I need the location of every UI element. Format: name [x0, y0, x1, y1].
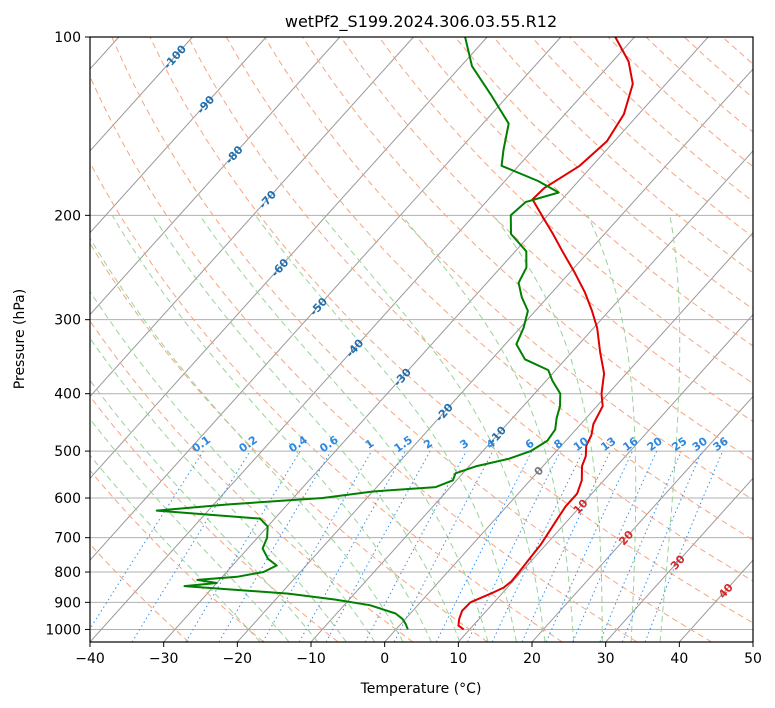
chart-title: wetPf2_S199.2024.306.03.55.R12 — [285, 12, 557, 32]
isotherm-line — [90, 37, 341, 316]
x-tick-label: 30 — [597, 651, 615, 667]
x-tick-label: 20 — [523, 651, 541, 667]
mixing-ratio-line — [218, 450, 332, 642]
y-tick-label: 800 — [54, 565, 81, 581]
y-tick-label: 1000 — [45, 622, 81, 638]
moist-adiabat — [321, 214, 546, 642]
y-tick-label: 900 — [54, 595, 81, 611]
dry-adiabat — [149, 37, 753, 624]
y-tick-label: 700 — [54, 531, 81, 547]
isotherm-line — [90, 37, 267, 234]
moist-adiabat — [90, 290, 376, 642]
x-tick-label: −30 — [149, 651, 179, 667]
isotherm-line — [457, 313, 753, 642]
dry-adiabat — [416, 37, 753, 347]
y-tick-label: 300 — [54, 313, 81, 329]
x-tick-label: −20 — [223, 651, 253, 667]
mixing-ratio-line — [521, 450, 611, 642]
isotherm-line — [90, 37, 414, 398]
isotherm-line — [310, 150, 753, 642]
moist-adiabat — [199, 215, 489, 642]
mixing-ratio-line — [185, 450, 301, 642]
mixing-ratio-line — [325, 450, 431, 642]
moist-adiabat — [90, 454, 261, 642]
x-tick-label: −40 — [75, 651, 105, 667]
isotherm-line — [90, 37, 635, 642]
mixing-ratio-line — [131, 450, 251, 642]
x-axis-label: Temperature (°C) — [360, 681, 482, 697]
y-tick-label: 100 — [54, 30, 81, 46]
dry-adiabat — [90, 469, 264, 642]
isotherm-line — [236, 68, 753, 642]
dewpoint-profile — [155, 37, 562, 630]
mixing-ratio-line — [467, 450, 561, 642]
moist-adiabat — [659, 215, 681, 642]
moist-adiabat — [152, 215, 461, 642]
moist-adiabat — [254, 215, 517, 642]
y-tick-label: 400 — [54, 387, 81, 403]
dry-adiabat — [111, 37, 712, 642]
x-tick-label: 10 — [449, 651, 467, 667]
moist-adiabat — [493, 215, 603, 642]
isotherm-line — [163, 37, 709, 642]
x-tick-label: 50 — [744, 651, 762, 667]
isotherm-line — [90, 37, 193, 152]
dry-adiabat — [90, 543, 190, 642]
dry-adiabat — [454, 37, 753, 310]
isotherm-line — [605, 477, 753, 642]
isotherm-line — [90, 37, 488, 480]
isotherm-line — [531, 395, 753, 642]
mixing-ratio-line — [90, 450, 204, 630]
temperature-profile — [457, 37, 634, 631]
dry-adiabat — [90, 395, 339, 642]
moist-adiabat — [90, 237, 404, 642]
moist-adiabat — [587, 215, 637, 642]
mixing-ratio-line — [364, 450, 467, 642]
y-axis-label: Pressure (hPa) — [12, 289, 28, 389]
dry-adiabat — [90, 242, 488, 642]
x-tick-label: 40 — [670, 651, 688, 667]
y-tick-label: 500 — [54, 444, 81, 460]
isotherm-line — [90, 37, 562, 561]
y-tick-label: 200 — [54, 208, 81, 224]
isotherm-line — [384, 231, 753, 642]
x-tick-label: −10 — [296, 651, 326, 667]
x-tick-label: 0 — [380, 651, 389, 667]
y-tick-label: 600 — [54, 491, 81, 507]
dry-adiabat — [90, 161, 563, 642]
mixing-ratio-line — [491, 450, 584, 642]
dry-adiabat — [90, 320, 414, 642]
plot-frame — [89, 36, 754, 643]
moist-adiabat — [401, 214, 575, 642]
moist-adiabat — [90, 418, 290, 642]
